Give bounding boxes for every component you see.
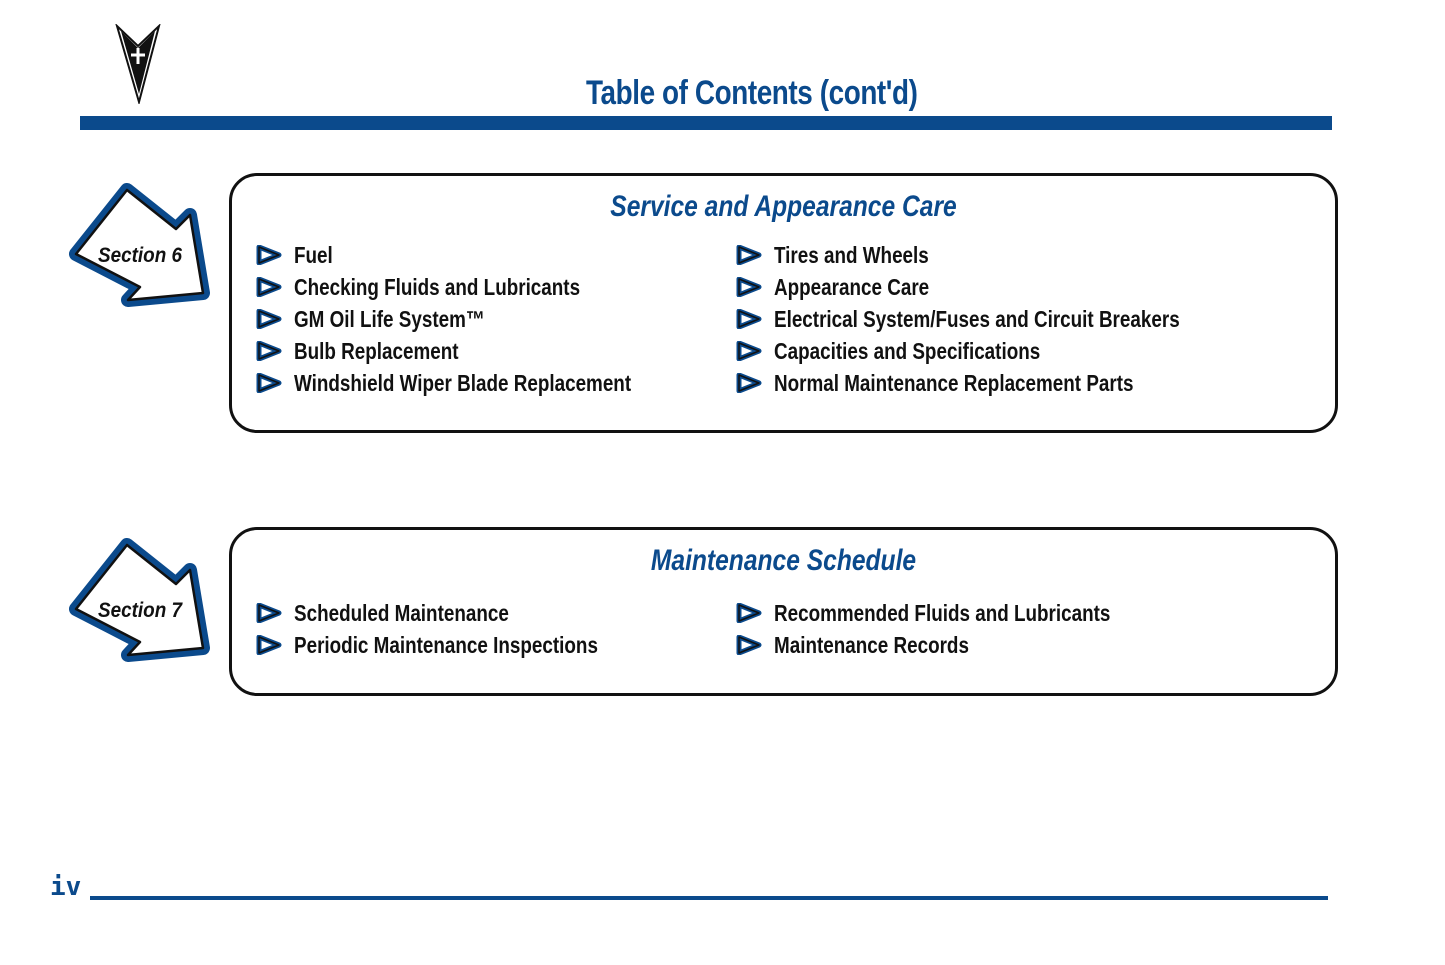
toc-link[interactable]: Checking Fluids and Lubricants <box>256 271 705 303</box>
toc-link-label: Fuel <box>294 241 333 268</box>
triangle-bullet-icon <box>736 341 762 361</box>
toc-link[interactable]: Capacities and Specifications <box>736 335 1269 367</box>
toc-link-label: Normal Maintenance Replacement Parts <box>774 369 1134 396</box>
pontiac-logo-icon <box>115 24 161 104</box>
triangle-bullet-icon <box>256 341 282 361</box>
toc-link[interactable]: GM Oil Life System™ <box>256 303 705 335</box>
toc-link[interactable]: Maintenance Records <box>736 629 1184 661</box>
section-box: Service and Appearance Care Fuel Checking … <box>229 173 1338 433</box>
right-column: Tires and Wheels Appearance Care Electrica… <box>736 239 1269 399</box>
toc-link-label: Appearance Care <box>774 273 930 300</box>
section-title[interactable]: Maintenance Schedule <box>650 544 917 577</box>
toc-link-label: Bulb Replacement <box>294 337 459 364</box>
toc-link[interactable]: Electrical System/Fuses and Circuit Brea… <box>736 303 1269 335</box>
triangle-bullet-icon <box>736 373 762 393</box>
section-box: Maintenance Schedule Scheduled Maintenanc… <box>229 527 1338 696</box>
toc-link[interactable]: Fuel <box>256 239 705 271</box>
toc-link-label: Checking Fluids and Lubricants <box>294 273 581 300</box>
toc-link-label: Tires and Wheels <box>774 241 929 268</box>
triangle-bullet-icon <box>256 635 282 655</box>
toc-link-label: Maintenance Records <box>774 631 969 658</box>
header-rule <box>80 116 1332 130</box>
triangle-bullet-icon <box>736 277 762 297</box>
triangle-bullet-icon <box>736 245 762 265</box>
section-badge-label: Section 6 <box>98 244 183 267</box>
right-column: Recommended Fluids and Lubricants Mainten… <box>736 597 1184 661</box>
toc-link[interactable]: Scheduled Maintenance <box>256 597 665 629</box>
section-arrow-badge: Section 7 <box>69 538 210 662</box>
section-badge-label: Section 7 <box>98 599 183 622</box>
toc-link[interactable]: Tires and Wheels <box>736 239 1269 271</box>
left-column: Fuel Checking Fluids and Lubricants GM Oil… <box>256 239 705 399</box>
toc-link[interactable]: Appearance Care <box>736 271 1269 303</box>
toc-link[interactable]: Periodic Maintenance Inspections <box>256 629 665 661</box>
triangle-bullet-icon <box>736 635 762 655</box>
triangle-bullet-icon <box>736 603 762 623</box>
toc-link-label: Electrical System/Fuses and Circuit Brea… <box>774 305 1180 332</box>
triangle-bullet-icon <box>256 603 282 623</box>
toc-link-label: Recommended Fluids and Lubricants <box>774 599 1111 626</box>
left-column: Scheduled Maintenance Periodic Maintenanc… <box>256 597 665 661</box>
page-number: iv <box>50 872 82 902</box>
toc-link-label: Scheduled Maintenance <box>294 599 509 626</box>
footer-rule <box>90 896 1328 900</box>
section-arrow-badge: Section 6 <box>69 183 210 307</box>
triangle-bullet-icon <box>256 245 282 265</box>
triangle-bullet-icon <box>256 373 282 393</box>
toc-link-label: Windshield Wiper Blade Replacement <box>294 369 632 396</box>
toc-link[interactable]: Recommended Fluids and Lubricants <box>736 597 1184 629</box>
triangle-bullet-icon <box>256 277 282 297</box>
section-title[interactable]: Service and Appearance Care <box>610 190 957 223</box>
toc-link[interactable]: Normal Maintenance Replacement Parts <box>736 367 1269 399</box>
triangle-bullet-icon <box>736 309 762 329</box>
toc-link-label: GM Oil Life System™ <box>294 305 485 332</box>
toc-link-label: Periodic Maintenance Inspections <box>294 631 598 658</box>
page-title: Table of Contents (cont'd) <box>586 74 918 112</box>
triangle-bullet-icon <box>256 309 282 329</box>
toc-link[interactable]: Bulb Replacement <box>256 335 705 367</box>
toc-link[interactable]: Windshield Wiper Blade Replacement <box>256 367 705 399</box>
toc-link-label: Capacities and Specifications <box>774 337 1041 364</box>
